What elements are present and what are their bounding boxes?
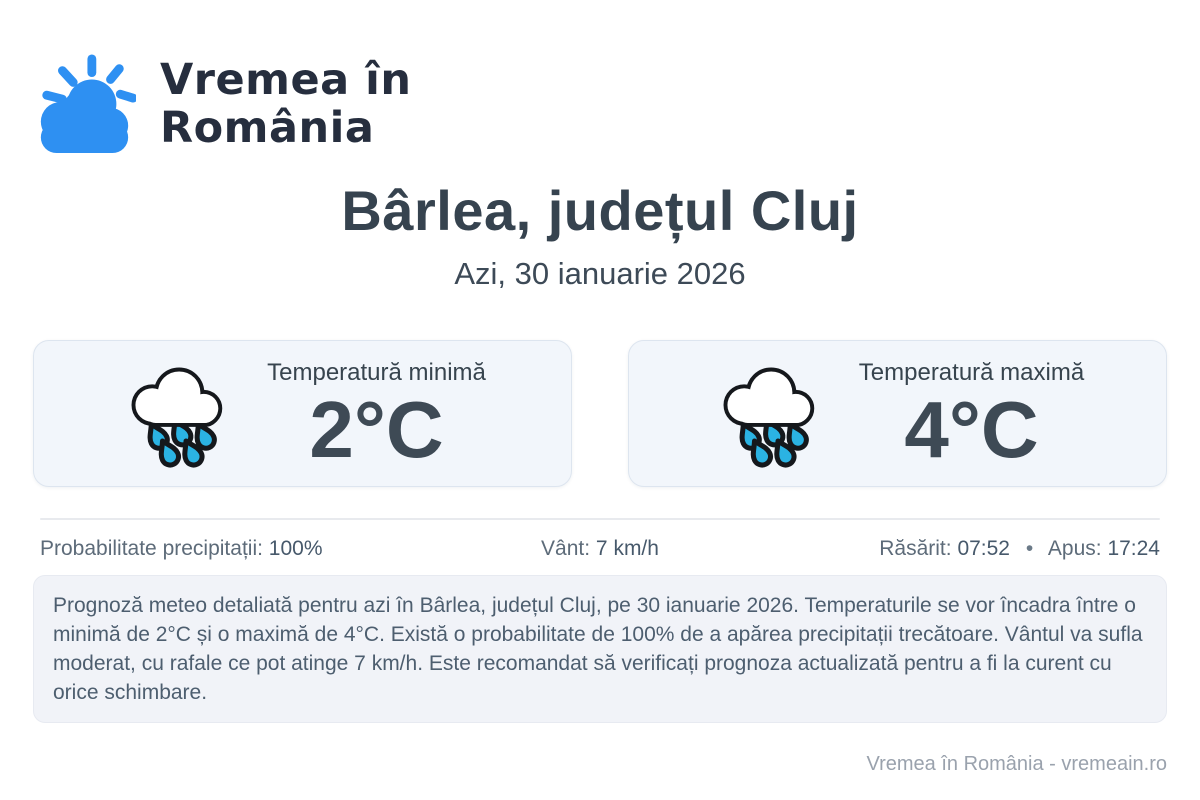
- sunset-label: Apus:: [1047, 537, 1102, 560]
- sun-behind-cloud-icon: [40, 54, 136, 154]
- precipitation-value: 100%: [268, 537, 323, 560]
- logo-text: Vremea în România: [160, 56, 411, 152]
- precipitation-stat: Probabilitate precipitații: 100%: [40, 535, 323, 562]
- logo-text-line1: Vremea în: [160, 55, 412, 105]
- wind-value: 7 km/h: [595, 537, 659, 560]
- min-temperature-card: Temperatură minimă 2°C: [33, 340, 572, 487]
- rain-cloud-icon: [723, 367, 815, 470]
- min-temperature-value: 2°C: [309, 384, 444, 474]
- page-title: Bârlea, județul Cluj: [341, 179, 859, 242]
- min-temperature-text: Temperatură minimă 2°C: [267, 358, 486, 470]
- max-temperature-card: Temperatură maximă 4°C: [628, 340, 1167, 487]
- logo-text-line2: România: [160, 103, 375, 153]
- bullet-separator: •: [1025, 537, 1034, 560]
- max-temperature-text: Temperatură maximă 4°C: [859, 358, 1084, 470]
- forecast-text: Prognoză meteo detaliată pentru azi în B…: [53, 594, 1143, 704]
- temperature-cards: Temperatură minimă 2°C: [33, 340, 1167, 487]
- header: Bârlea, județul Cluj Azi, 30 ianuarie 20…: [33, 180, 1167, 294]
- divider: [40, 518, 1160, 520]
- footer-credit: Vremea în România - vremeain.ro: [866, 753, 1168, 775]
- forecast-box: Prognoză meteo detaliată pentru azi în B…: [33, 575, 1167, 723]
- sunrise-value: 07:52: [957, 537, 1010, 560]
- sunrise-label: Răsărit:: [879, 537, 952, 560]
- stats-row: Probabilitate precipitații: 100% Vânt: 7…: [40, 535, 1160, 562]
- rain-cloud-icon: [131, 367, 223, 470]
- sun-times-stat: Răsărit: 07:52 • Apus: 17:24: [879, 535, 1160, 562]
- max-temperature-value: 4°C: [904, 384, 1039, 474]
- precipitation-label: Probabilitate precipitații:: [40, 537, 263, 560]
- min-temperature-label: Temperatură minimă: [267, 358, 486, 386]
- page-subtitle: Azi, 30 ianuarie 2026: [454, 256, 746, 291]
- max-temperature-label: Temperatură maximă: [858, 358, 1085, 386]
- wind-label: Vânt:: [541, 537, 591, 560]
- logo: Vremea în România: [33, 0, 1167, 160]
- sunset-value: 17:24: [1107, 537, 1160, 560]
- wind-stat: Vânt: 7 km/h: [541, 535, 659, 562]
